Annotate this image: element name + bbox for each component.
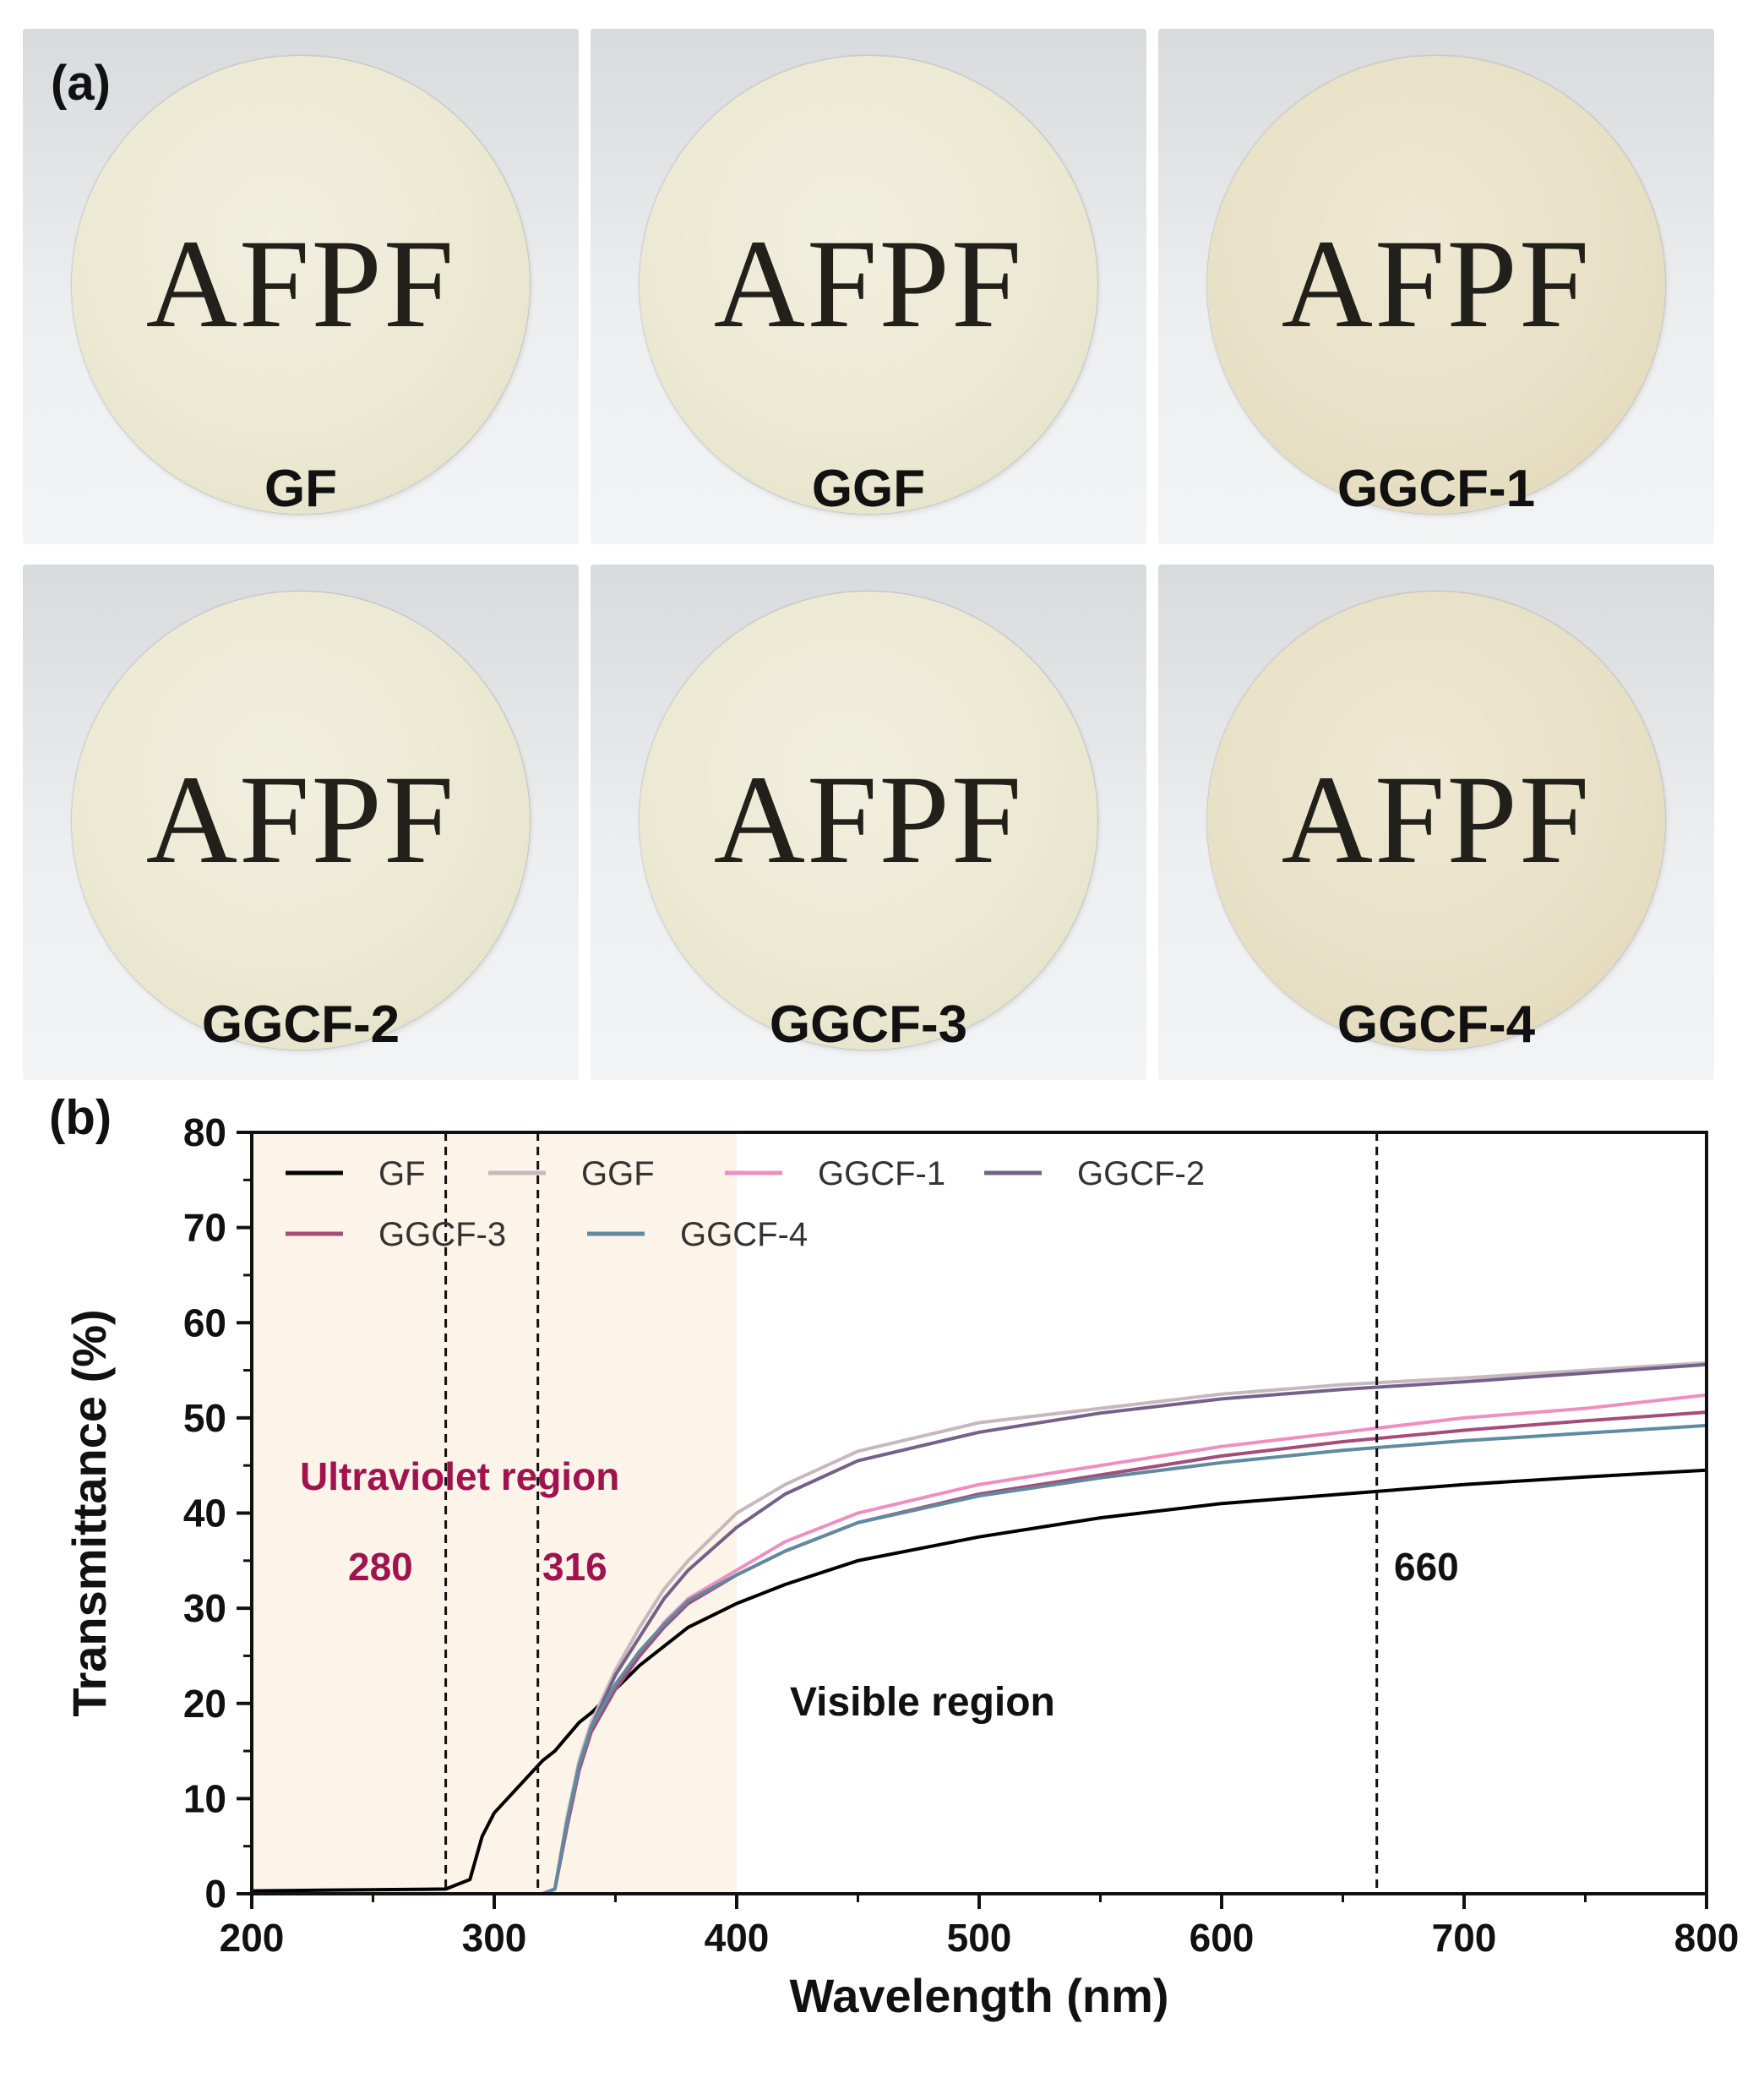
sample-label: GGCF-3: [769, 995, 968, 1054]
legend-entry: GGCF-1: [818, 1155, 945, 1192]
series-line-gf: [251, 1468, 1707, 1893]
sample-label: GGCF-2: [201, 995, 400, 1054]
panel-a-photos: AFPF GF AFPF GGF AFPF GGCF-1 AFPF GGCF-2…: [23, 29, 1714, 1080]
legend: GF GGF GGCF-1 GGCF-2 GGCF-3 GGCF-4: [286, 1155, 1205, 1253]
sample-label: GGF: [811, 460, 926, 518]
y-tick-label: 0: [204, 1872, 226, 1916]
film-disc: AFPF: [1207, 56, 1665, 514]
disc-text: AFPF: [1281, 214, 1592, 354]
y-tick-label: 20: [183, 1682, 226, 1726]
x-tick-label: 500: [947, 1916, 1012, 1960]
y-tick-label: 60: [183, 1301, 226, 1344]
uv-region-label: Ultraviolet region: [300, 1454, 619, 1498]
visible-region-label: Visible region: [790, 1680, 1055, 1725]
sample-photo-ggcf-4: AFPF GGCF-4: [1158, 564, 1714, 1080]
sample-label: GGCF-1: [1337, 460, 1536, 518]
x-tick-label: 400: [705, 1916, 770, 1960]
film-disc: AFPF: [72, 56, 530, 514]
legend-entry: GGF: [581, 1155, 655, 1192]
y-axis-label: Transmittance (%): [63, 1309, 116, 1716]
wavelength-label-316: 316: [542, 1545, 607, 1589]
x-tick-label: 300: [462, 1916, 527, 1960]
sample-label: GGCF-4: [1337, 995, 1536, 1054]
legend-entry: GF: [378, 1155, 426, 1192]
legend-entry: GGCF-3: [378, 1216, 506, 1253]
sample-label: GF: [264, 460, 338, 518]
sample-photo-ggcf-1: AFPF GGCF-1: [1158, 29, 1714, 544]
x-tick-label: 600: [1190, 1916, 1255, 1960]
transmittance-chart: (b) 200 300 400 500 600 700 800 0 10 20 30 40 50 60 70…: [49, 1099, 1739, 2022]
y-tick-label: 10: [183, 1776, 226, 1820]
sample-photo-ggcf-2: AFPF GGCF-2: [23, 564, 579, 1080]
x-tick-label: 700: [1432, 1916, 1497, 1960]
film-disc: AFPF: [640, 592, 1097, 1050]
y-tick-label: 70: [183, 1206, 226, 1250]
film-disc: AFPF: [640, 56, 1097, 514]
legend-entry: GGCF-4: [680, 1216, 808, 1253]
disc-text: AFPF: [145, 214, 456, 354]
reference-lines: [444, 1132, 1379, 1894]
y-tick-label: 80: [183, 1110, 226, 1154]
wavelength-label-280: 280: [348, 1545, 413, 1589]
uv-shaded-region: [252, 1132, 737, 1894]
sample-photo-gf: AFPF GF: [23, 29, 579, 544]
disc-text: AFPF: [145, 750, 456, 890]
legend-entry: GGCF-2: [1077, 1155, 1205, 1192]
y-tick-label: 30: [183, 1586, 226, 1630]
x-tick-label: 200: [220, 1916, 285, 1960]
y-tick-label: 50: [183, 1396, 226, 1440]
panel-a-tag: (a): [51, 56, 111, 111]
disc-text: AFPF: [1281, 750, 1592, 890]
sample-photo-ggcf-3: AFPF GGCF-3: [591, 564, 1146, 1080]
y-tick-label: 40: [183, 1492, 226, 1535]
annotations: Ultraviolet region 280 316 660 Visible regio…: [300, 1454, 1459, 1725]
axes: 200 300 400 500 600 700 800 0 10 20 30 40 50 60 70 80 Wa…: [63, 1110, 1739, 2022]
disc-text: AFPF: [713, 214, 1024, 354]
x-axis-label: Wavelength (nm): [789, 1969, 1168, 2022]
x-tick-label: 800: [1674, 1916, 1740, 1960]
wavelength-label-660: 660: [1394, 1545, 1459, 1589]
panel-b-tag: (b): [49, 1099, 112, 1145]
film-disc: AFPF: [1207, 592, 1665, 1050]
film-disc: AFPF: [72, 592, 530, 1050]
sample-photo-ggf: AFPF GGF: [591, 29, 1146, 544]
disc-text: AFPF: [713, 750, 1024, 890]
